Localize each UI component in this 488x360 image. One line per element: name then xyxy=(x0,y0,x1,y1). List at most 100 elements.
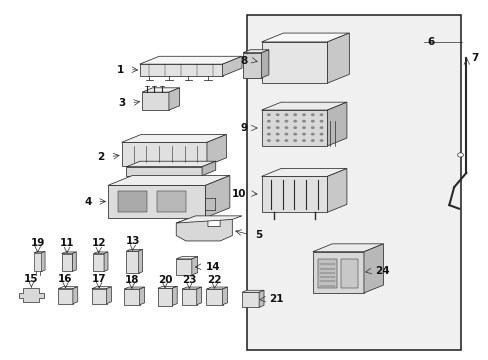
Polygon shape xyxy=(327,102,346,146)
Circle shape xyxy=(284,113,288,116)
Text: 24: 24 xyxy=(374,266,388,276)
Text: 5: 5 xyxy=(255,230,262,239)
Polygon shape xyxy=(327,168,346,212)
Polygon shape xyxy=(104,252,108,271)
Polygon shape xyxy=(176,257,197,259)
Text: 12: 12 xyxy=(91,238,106,248)
Circle shape xyxy=(302,139,305,142)
Polygon shape xyxy=(261,110,327,146)
Circle shape xyxy=(275,120,279,123)
Polygon shape xyxy=(172,286,177,306)
Polygon shape xyxy=(205,176,229,218)
Polygon shape xyxy=(34,253,41,271)
Polygon shape xyxy=(41,251,45,271)
Polygon shape xyxy=(142,92,168,110)
Polygon shape xyxy=(126,251,139,273)
Polygon shape xyxy=(222,56,242,76)
Polygon shape xyxy=(261,102,346,110)
Polygon shape xyxy=(242,290,264,292)
Circle shape xyxy=(284,133,288,135)
Polygon shape xyxy=(261,176,327,212)
Polygon shape xyxy=(93,253,104,271)
Circle shape xyxy=(293,133,297,135)
Polygon shape xyxy=(61,252,76,253)
Polygon shape xyxy=(124,287,144,289)
Polygon shape xyxy=(243,53,261,78)
Polygon shape xyxy=(176,220,232,241)
Text: 1: 1 xyxy=(117,64,124,75)
Polygon shape xyxy=(363,244,383,293)
Polygon shape xyxy=(73,287,78,304)
Circle shape xyxy=(302,120,305,123)
Polygon shape xyxy=(58,287,78,289)
Polygon shape xyxy=(93,252,108,253)
Polygon shape xyxy=(142,88,179,92)
Polygon shape xyxy=(140,56,242,64)
Polygon shape xyxy=(158,288,172,306)
Polygon shape xyxy=(124,289,140,305)
Text: 20: 20 xyxy=(158,275,172,285)
Text: 15: 15 xyxy=(24,274,39,284)
Text: 11: 11 xyxy=(60,238,74,248)
Text: 3: 3 xyxy=(118,98,125,108)
Text: 10: 10 xyxy=(231,189,245,199)
Polygon shape xyxy=(261,50,268,78)
Circle shape xyxy=(275,113,279,116)
Polygon shape xyxy=(34,251,45,253)
Circle shape xyxy=(310,120,314,123)
Circle shape xyxy=(275,139,279,142)
Circle shape xyxy=(319,120,323,123)
Circle shape xyxy=(266,120,270,123)
Circle shape xyxy=(319,113,323,116)
Circle shape xyxy=(275,126,279,129)
Text: 14: 14 xyxy=(205,262,220,272)
Polygon shape xyxy=(259,290,264,307)
Polygon shape xyxy=(106,287,111,304)
Polygon shape xyxy=(182,287,201,289)
Text: 22: 22 xyxy=(207,275,222,285)
Circle shape xyxy=(293,113,297,116)
Circle shape xyxy=(284,120,288,123)
Polygon shape xyxy=(206,289,222,305)
Polygon shape xyxy=(312,252,363,293)
Bar xyxy=(317,259,336,288)
Text: 2: 2 xyxy=(97,152,104,162)
Circle shape xyxy=(266,139,270,142)
Bar xyxy=(340,259,357,288)
Circle shape xyxy=(310,133,314,135)
Text: 7: 7 xyxy=(470,53,478,63)
Polygon shape xyxy=(261,42,327,83)
Polygon shape xyxy=(242,292,259,307)
Text: 23: 23 xyxy=(182,275,196,285)
Circle shape xyxy=(319,126,323,129)
Polygon shape xyxy=(312,244,383,252)
Polygon shape xyxy=(261,33,348,42)
Text: 19: 19 xyxy=(31,238,45,248)
Circle shape xyxy=(302,126,305,129)
Circle shape xyxy=(302,113,305,116)
Text: 6: 6 xyxy=(427,37,434,47)
Polygon shape xyxy=(196,287,201,305)
Polygon shape xyxy=(122,142,206,166)
Text: 18: 18 xyxy=(124,275,139,285)
Polygon shape xyxy=(191,257,197,275)
Circle shape xyxy=(284,126,288,129)
Circle shape xyxy=(284,139,288,142)
Bar xyxy=(157,192,185,212)
Polygon shape xyxy=(122,134,226,142)
Text: 21: 21 xyxy=(268,294,283,305)
Polygon shape xyxy=(222,287,227,305)
Polygon shape xyxy=(182,289,196,305)
Polygon shape xyxy=(140,64,222,76)
Circle shape xyxy=(457,153,463,157)
Text: 8: 8 xyxy=(240,55,247,66)
Bar xyxy=(118,192,147,212)
Circle shape xyxy=(266,113,270,116)
Circle shape xyxy=(275,133,279,135)
Circle shape xyxy=(293,139,297,142)
Text: 9: 9 xyxy=(240,123,247,133)
Polygon shape xyxy=(19,288,43,302)
Circle shape xyxy=(293,120,297,123)
Polygon shape xyxy=(126,249,142,251)
Polygon shape xyxy=(58,289,73,304)
